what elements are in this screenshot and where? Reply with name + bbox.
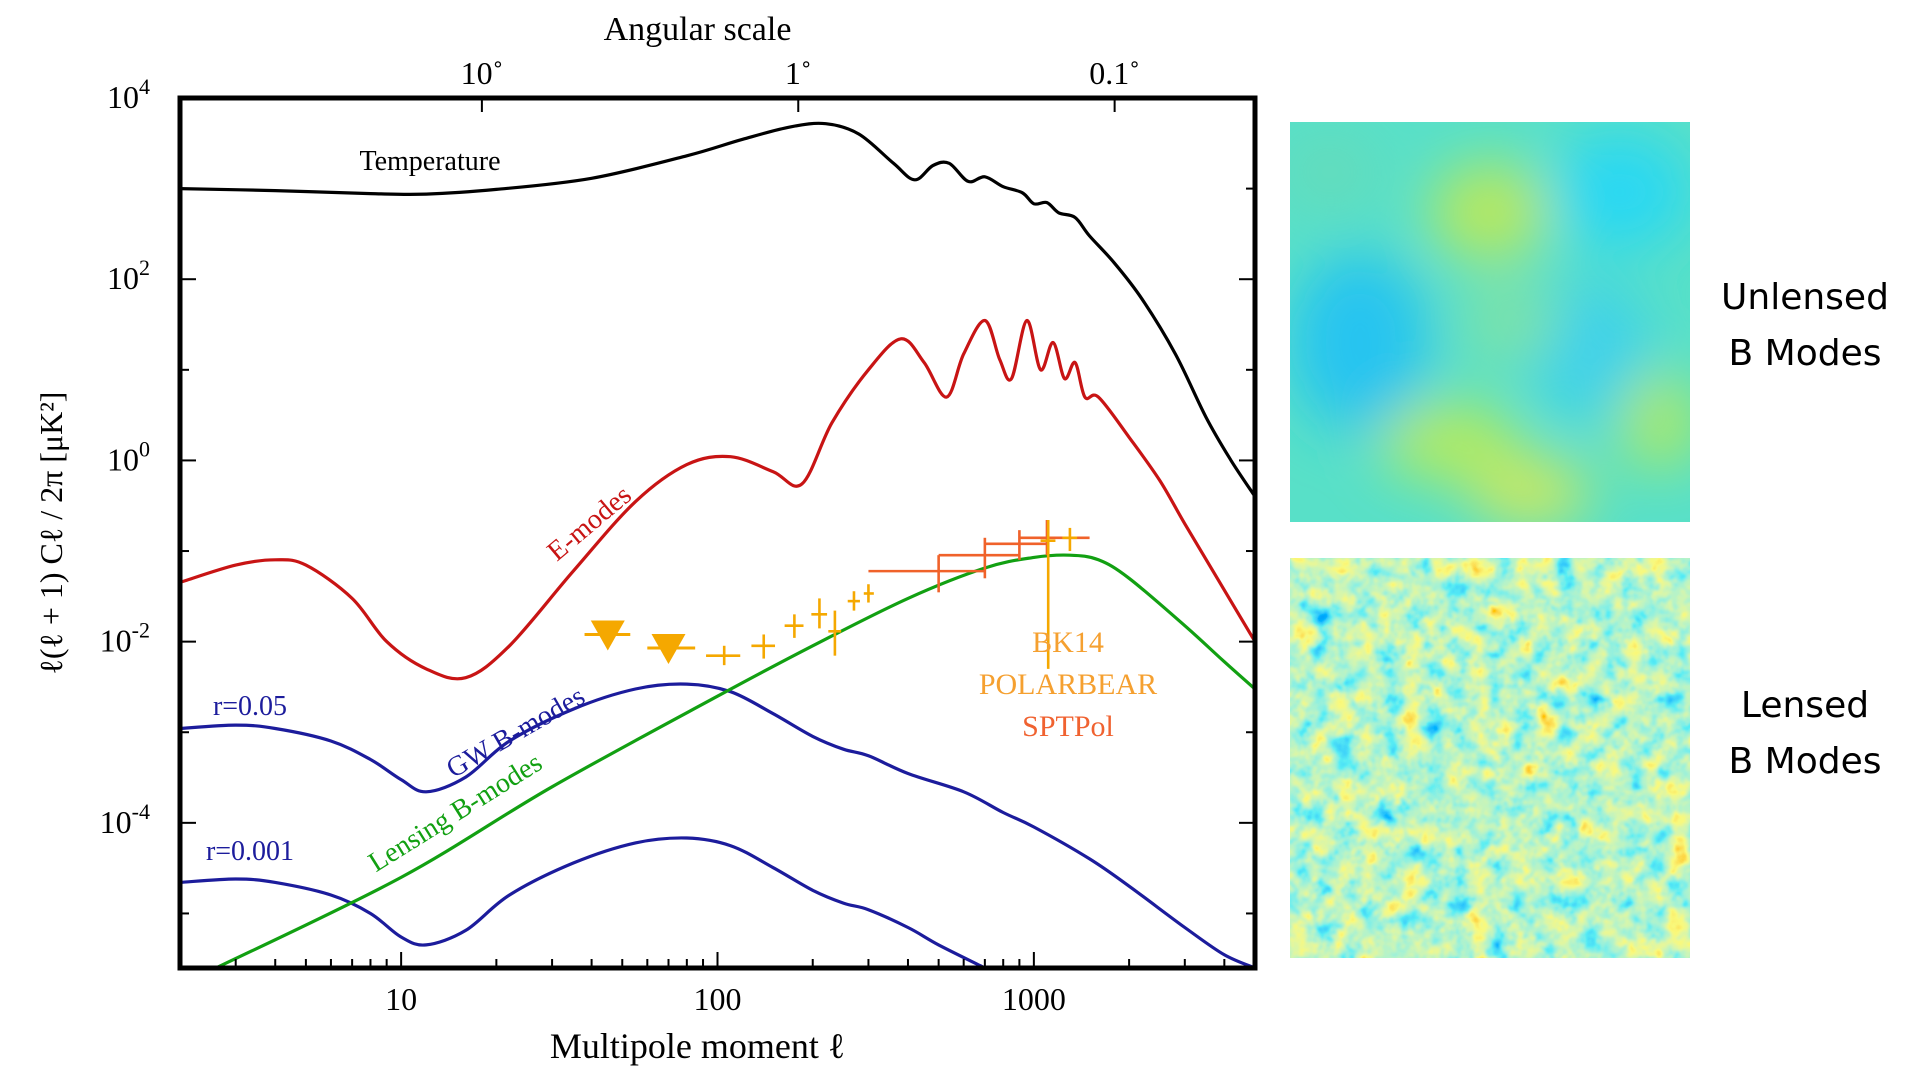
label-layer: 10 100 1000 104 102 100 10-2 10-4 10˚ 1˚ 0.1˚ Angul… (33, 11, 1157, 1066)
y-tick-label: 10-2 (100, 618, 150, 659)
gw-b-modes-r0001-curve (180, 836, 986, 968)
r0001-label: r=0.001 (206, 836, 294, 867)
plot-frame-border (177, 95, 1258, 971)
unlensed-b-mode-map (1290, 122, 1690, 522)
experiment-label-1: POLARBEAR (979, 668, 1157, 701)
top-axis-tick-label: 1˚ (785, 55, 812, 91)
x-tick-label: 1000 (1002, 981, 1066, 1017)
x-tick-label: 10 (385, 981, 417, 1017)
unlensed-map-label: Unlensed B Modes (1705, 270, 1905, 382)
lensed-map-label: Lensed B Modes (1705, 678, 1905, 790)
cmb-power-spectrum-chart: 10 100 1000 104 102 100 10-2 10-4 10˚ 1˚ 0.1˚ Angul… (33, 11, 1258, 1066)
experiment-label-2: SPTPol (1022, 710, 1114, 743)
e-modes-curve (180, 318, 1255, 681)
y-axis-title: ℓ(ℓ + 1) Cℓ / 2π [μK²] (33, 392, 69, 675)
y-tick-label: 10-4 (100, 799, 150, 840)
plot-frame (177, 95, 1258, 971)
lensed-label-line1: Lensed (1740, 685, 1870, 726)
gw-b-modes-r005-curve (180, 682, 1255, 968)
lensed-b-mode-map (1290, 558, 1690, 958)
y-tick-label: 102 (107, 255, 150, 296)
experiment-label-0: BK14 (1032, 626, 1104, 659)
x-axis-title: Multipole moment ℓ (550, 1026, 845, 1066)
top-axis-tick-label: 0.1˚ (1089, 55, 1140, 91)
unlensed-label-line2: B Modes (1728, 333, 1882, 374)
unlensed-label-line1: Unlensed (1721, 277, 1889, 318)
tick-layer (179, 97, 1256, 968)
x-tick-label: 100 (694, 981, 742, 1017)
r005-label: r=0.05 (213, 691, 287, 722)
temperature-label: Temperature (359, 146, 500, 177)
top-axis-title: Angular scale (604, 11, 792, 48)
lensed-label-line2: B Modes (1728, 741, 1882, 782)
y-tick-label: 104 (107, 74, 150, 115)
lensing-b-modes-curve (215, 553, 1255, 968)
curve-layer (180, 121, 1255, 968)
data-point-layer (584, 520, 1090, 669)
upper-limit-marker-1 (651, 634, 686, 665)
top-axis-tick-label: 10˚ (461, 55, 504, 91)
temperature-curve (180, 121, 1255, 498)
upper-limit-marker-0 (590, 620, 625, 651)
y-tick-label: 100 (107, 436, 150, 477)
